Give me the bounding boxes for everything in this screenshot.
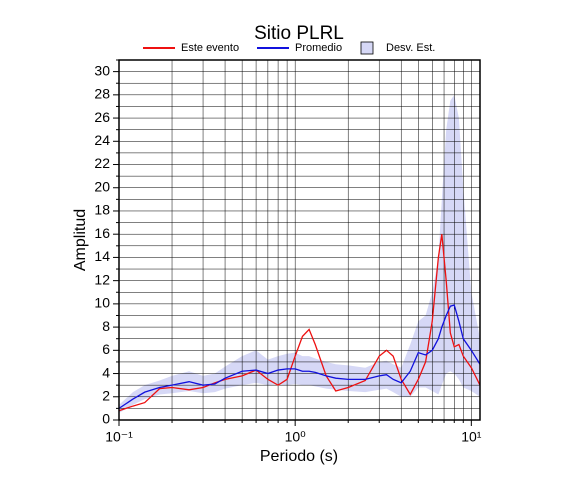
y-tick-label: 28	[94, 86, 110, 102]
x-tick-label: 10⁻¹	[105, 429, 133, 445]
plot-frame	[118, 59, 481, 421]
y-tick-label: 10	[94, 295, 110, 311]
x-tick-label: 10¹	[461, 429, 482, 445]
y-tick-label: 30	[94, 62, 110, 78]
legend-label: Desv. Est.	[386, 42, 435, 54]
y-tick-label: 8	[102, 318, 110, 334]
x-axis-label: Periodo (s)	[260, 448, 338, 465]
y-tick-label: 18	[94, 202, 110, 218]
y-tick-label: 20	[94, 178, 110, 194]
legend-label: Promedio	[295, 42, 342, 54]
y-tick-label: 0	[102, 411, 110, 427]
y-tick-label: 16	[94, 225, 110, 241]
chart-title: Sitio PLRL	[254, 23, 344, 44]
y-tick-label: 6	[102, 341, 110, 357]
std-band	[119, 94, 480, 414]
y-tick-label: 14	[94, 248, 110, 264]
y-tick-label: 26	[94, 109, 110, 125]
y-tick-label: 24	[94, 132, 110, 148]
y-tick-label: 12	[94, 271, 110, 287]
series-line	[118, 304, 481, 409]
legend-label: Este evento	[181, 42, 239, 54]
y-tick-label: 2	[102, 387, 110, 403]
series-line	[118, 234, 481, 412]
y-tick-label: 4	[102, 364, 110, 380]
x-tick-label: 10⁰	[285, 429, 307, 445]
y-axis-label: Amplitud	[72, 209, 89, 271]
legend-swatch	[360, 41, 374, 55]
y-tick-label: 22	[94, 155, 110, 171]
